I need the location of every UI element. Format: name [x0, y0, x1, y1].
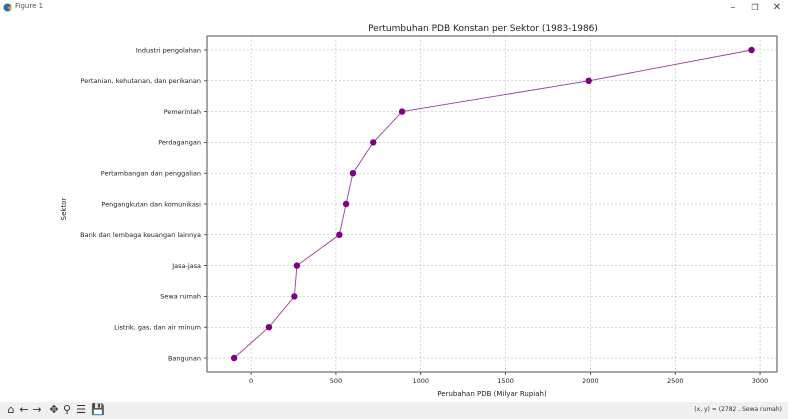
y-axis-label: Sektor	[60, 198, 68, 221]
configure-icon[interactable]: ☰	[76, 403, 86, 416]
data-point	[349, 170, 357, 177]
navigation-toolbar: ⌂ ← → ✥ ⚲ ☰ 💾 (x, y) = (2782 , Sewa ruma…	[0, 402, 788, 419]
home-icon[interactable]: ⌂	[7, 403, 15, 416]
x-axis-ticks: 0 500 1000 1500 2000 2500 3000	[249, 372, 768, 385]
y-tick-label: Pertambangan dan penggalian	[101, 170, 201, 178]
x-tick-label: 3000	[752, 377, 769, 385]
line-chart: Pertumbuhan PDB Konstan per Sektor (1983…	[60, 24, 778, 398]
y-tick-label: Pertanian, kehutanan, dan perikanan	[81, 77, 201, 85]
x-axis-label: Perubahan PDB (Milyar Rupiah)	[437, 390, 547, 398]
minimize-button[interactable]: –	[730, 2, 736, 13]
y-tick-label: Listrik, gas, dan air minum	[114, 324, 201, 332]
title-bar: Figure 1 – ❐ ✕	[0, 0, 788, 16]
data-point	[342, 200, 350, 208]
data-point	[748, 46, 755, 54]
restore-button[interactable]: ❐	[751, 3, 759, 12]
pan-icon[interactable]: ✥	[49, 403, 59, 416]
data-point	[585, 77, 592, 84]
forward-icon[interactable]: →	[32, 403, 42, 416]
chart-title: Pertumbuhan PDB Konstan per Sektor (1983…	[368, 24, 598, 34]
data-point	[230, 354, 238, 362]
grid-lines	[207, 36, 777, 372]
close-button[interactable]: ✕	[772, 2, 782, 13]
save-icon[interactable]: 💾	[91, 403, 105, 416]
x-tick-label: 2500	[667, 377, 684, 385]
data-point	[398, 108, 406, 115]
window-title: Figure 1	[15, 2, 44, 10]
y-tick-label: Pemerintah	[164, 108, 201, 116]
data-point	[293, 262, 301, 269]
y-axis-ticks: Bangunan Listrik, gas, dan air minum Sewa …	[80, 46, 207, 362]
x-tick-label: 1000	[412, 377, 429, 385]
matplotlib-icon	[3, 3, 12, 12]
y-tick-label: Sewa rumah	[160, 293, 201, 301]
x-tick-label: 0	[249, 377, 253, 385]
back-icon[interactable]: ←	[19, 403, 29, 416]
y-tick-label: Industri pengolahan	[136, 46, 201, 54]
x-tick-label: 1500	[497, 377, 514, 385]
data-point	[370, 139, 377, 146]
y-tick-label: Pengangkutan dan komunikasi	[101, 200, 201, 208]
series-markers	[230, 46, 755, 362]
figure-canvas[interactable]: Pertumbuhan PDB Konstan per Sektor (1983…	[0, 16, 788, 402]
y-tick-label: Bank dan lembaga keuangan lainnya	[80, 231, 201, 239]
data-point	[291, 293, 298, 300]
y-tick-label: Jasa-jasa	[171, 262, 201, 270]
data-point	[336, 231, 343, 238]
y-tick-label: Bangunan	[168, 354, 201, 362]
x-tick-label: 2000	[582, 377, 599, 385]
zoom-icon[interactable]: ⚲	[62, 403, 72, 416]
x-tick-label: 500	[330, 377, 342, 385]
coordinate-readout: (x, y) = (2782 , Sewa rumah)	[694, 406, 782, 413]
data-point	[265, 324, 273, 331]
y-tick-label: Perdagangan	[158, 139, 201, 147]
